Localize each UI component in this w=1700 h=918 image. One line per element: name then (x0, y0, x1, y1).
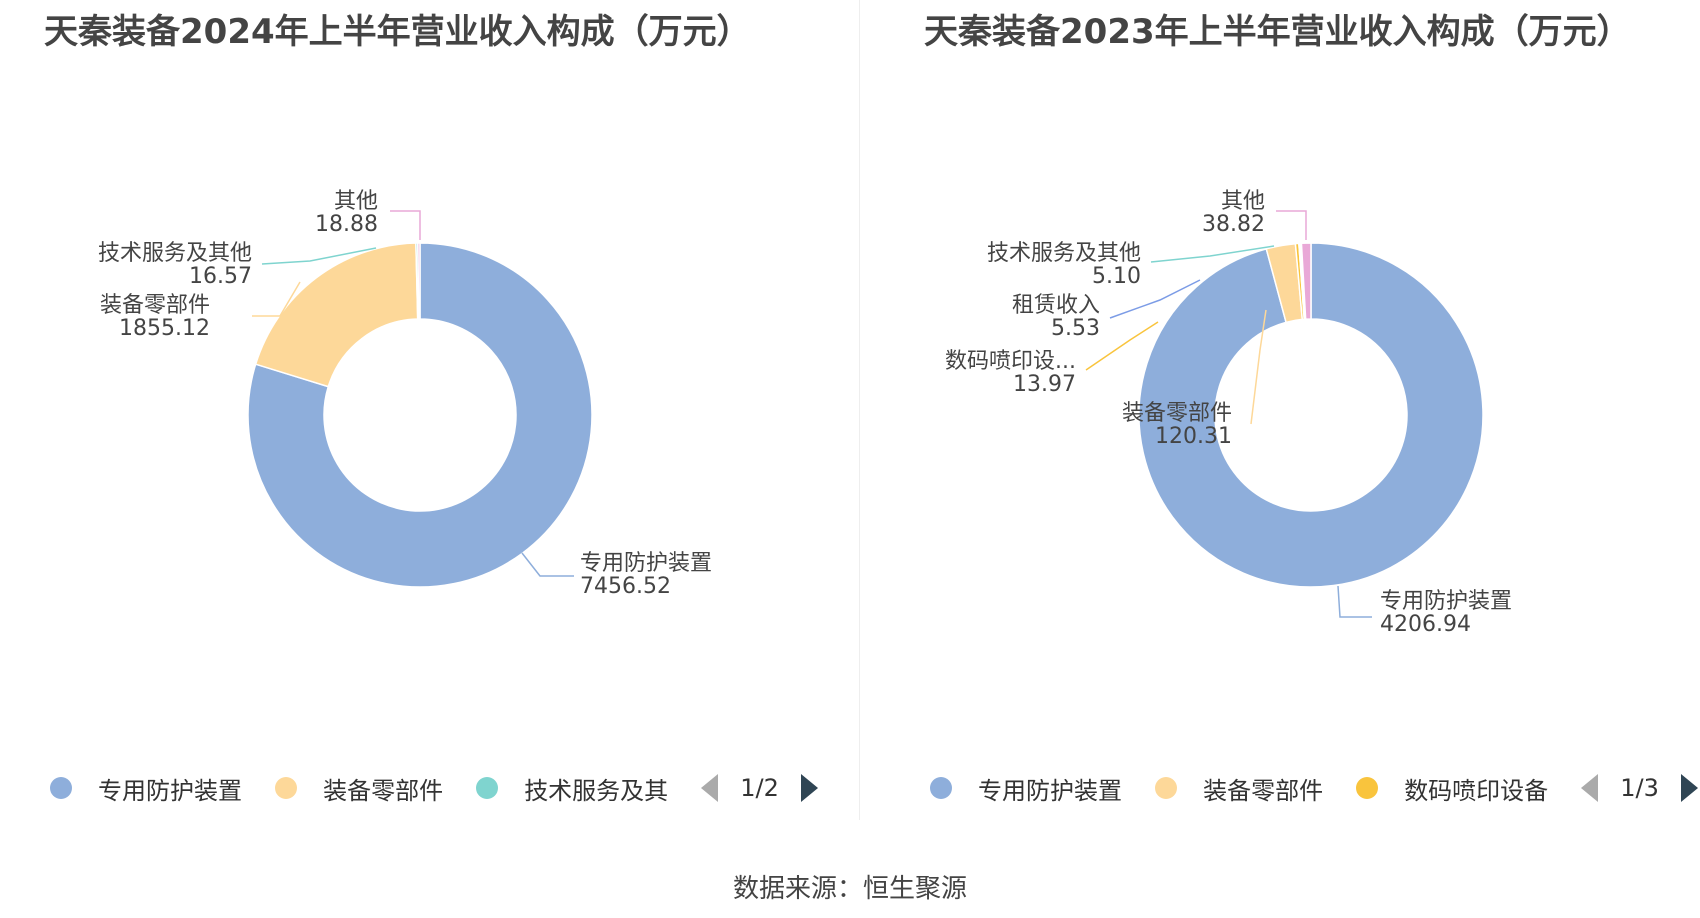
slice-label: 专用防护装置 (580, 551, 712, 576)
slice-label: 数码喷印设... (945, 349, 1076, 374)
page-indicator: 1/2 (740, 774, 779, 802)
label-leader-line (390, 210, 421, 240)
legend-item[interactable]: 技术服务及其 (476, 768, 668, 808)
slice-value-label: 5.10 (1092, 264, 1141, 289)
label-leader-line (1109, 279, 1201, 319)
legend-item[interactable]: 装备零部件 (275, 768, 443, 808)
label-leader-line (1150, 245, 1275, 263)
label-leader-line (521, 552, 574, 577)
chart-panel-2023: 天秦装备2023年上半年营业收入构成（万元） 专用防护装置 4206.94 装备零部… (860, 0, 1700, 820)
legend-item[interactable]: 数码喷印设备 (1356, 768, 1548, 808)
slice-label: 装备零部件 (100, 293, 210, 318)
slice-label: 其他 (334, 189, 378, 214)
legend-dot-icon (1356, 777, 1379, 799)
chart-title: 天秦装备2023年上半年营业收入构成（万元） (924, 12, 1631, 52)
pie-slice[interactable] (247, 242, 593, 588)
panel-divider (859, 0, 860, 820)
legend-label: 专用防护装置 (978, 776, 1122, 805)
legend-pager: 1/3 (1581, 768, 1698, 808)
label-leader-line (261, 247, 377, 265)
legend-label: 专用防护装置 (98, 776, 242, 805)
slice-value-label: 7456.52 (580, 574, 671, 599)
legend-label: 数码喷印设备 (1404, 776, 1549, 805)
slice-value-label: 38.82 (1202, 212, 1265, 237)
label-leader-line (1250, 309, 1267, 425)
legend-item[interactable]: 专用防护装置 (930, 768, 1122, 808)
slice-value-label: 13.97 (1013, 372, 1076, 397)
slice-label: 租赁收入 (1012, 293, 1100, 318)
legend-dot-icon (930, 777, 952, 799)
legend-dot-icon (1155, 777, 1178, 799)
slice-label: 专用防护装置 (1380, 589, 1512, 614)
slice-label: 装备零部件 (1122, 401, 1232, 426)
chart-panel-2024: 天秦装备2024年上半年营业收入构成（万元） 专用防护装置 7456.52 装备零部… (0, 0, 860, 820)
pie-slice[interactable] (1300, 242, 1312, 320)
label-leader-line (1276, 210, 1307, 240)
slice-value-label: 120.31 (1155, 424, 1232, 449)
legend-dot-icon (275, 777, 298, 799)
slice-value-label: 18.88 (315, 212, 378, 237)
legend-label: 技术服务及其 (524, 776, 669, 805)
label-leader-line (1337, 585, 1372, 618)
legend-item[interactable]: 装备零部件 (1155, 768, 1323, 808)
slice-label: 技术服务及其他 (98, 241, 252, 266)
pie-slice[interactable] (417, 242, 421, 320)
slice-value-label: 4206.94 (1380, 612, 1471, 637)
data-source: 数据来源：恒生聚源 (732, 874, 967, 904)
label-leader-line (1085, 321, 1159, 371)
slice-value-label: 16.57 (189, 264, 252, 289)
legend-label: 装备零部件 (1203, 776, 1324, 805)
next-page-icon[interactable] (800, 774, 818, 802)
legend-label: 装备零部件 (323, 776, 444, 805)
slice-label: 其他 (1221, 189, 1265, 214)
legend: 专用防护装置 装备零部件 技术服务及其 1/2 (50, 768, 818, 808)
slice-value-label: 1855.12 (119, 316, 210, 341)
slice-label: 技术服务及其他 (987, 241, 1141, 266)
chart-title: 天秦装备2024年上半年营业收入构成（万元） (44, 12, 751, 52)
next-page-icon[interactable] (1680, 774, 1698, 802)
page-indicator: 1/3 (1620, 774, 1659, 802)
slice-value-label: 5.53 (1051, 316, 1100, 341)
pie-slice[interactable] (1138, 242, 1484, 588)
prev-page-icon[interactable] (1581, 774, 1599, 802)
legend: 专用防护装置 装备零部件 数码喷印设备 1/3 (930, 768, 1698, 808)
prev-page-icon[interactable] (701, 774, 719, 802)
legend-dot-icon (50, 777, 72, 799)
legend-item[interactable]: 专用防护装置 (50, 768, 242, 808)
legend-pager: 1/2 (701, 768, 818, 808)
label-leader-line (252, 281, 301, 317)
legend-dot-icon (476, 777, 499, 799)
